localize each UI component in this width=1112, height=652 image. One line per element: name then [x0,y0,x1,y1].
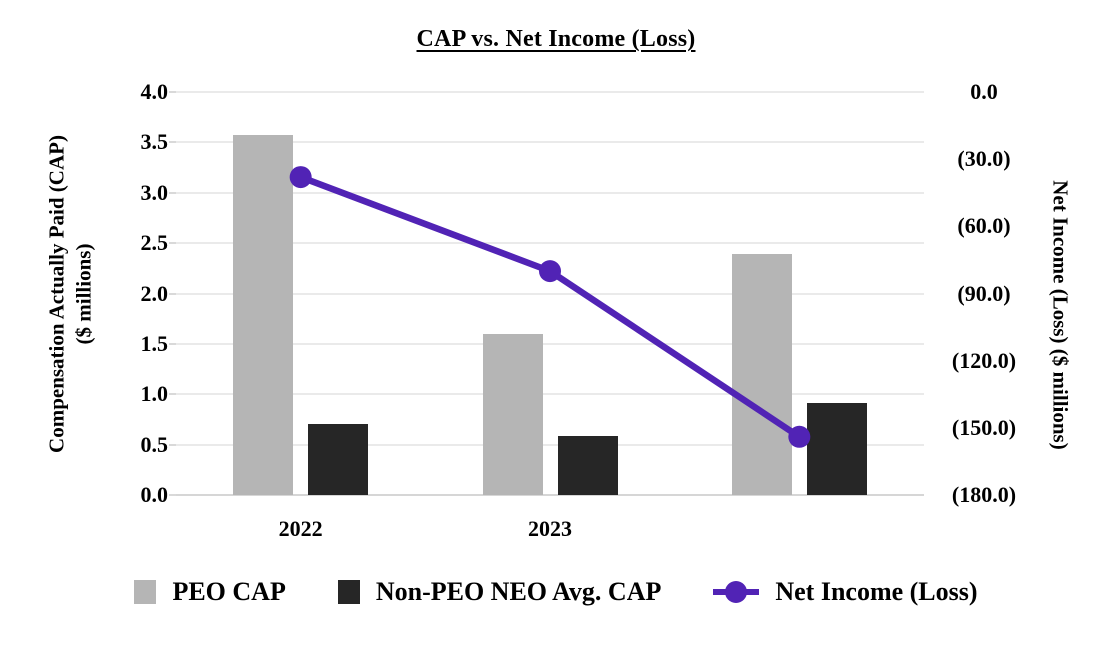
left-axis-tick-label: 4.0 [140,79,169,104]
right-axis-tick-label: 0.0 [970,79,998,104]
left-axis-tick-mark [169,443,176,446]
left-axis-tick-label: 0.5 [140,431,169,457]
x-axis-label: 2023 [528,516,572,541]
gridline [176,292,924,295]
left-axis-tick-label: 3.5 [140,129,169,155]
x-axis-line [176,494,924,496]
left-axis-tick-mark [169,292,176,295]
chart-title: CAP vs. Net Income (Loss) [0,26,1112,53]
left-axis-tick-label: 2.0 [140,280,169,306]
chart-title-text: CAP vs. Net Income (Loss) [416,26,696,52]
right-axis-tick-label: (30.0) [957,146,1011,172]
plot-area [176,91,924,496]
left-axis-tick-label: 3.0 [140,179,169,205]
left-axis-tick-label: 1.5 [140,330,169,356]
legend-item-net-income: Net Income (Loss) [713,577,978,607]
gridline [176,342,924,345]
left-axis-title-line1: Compensation Actually Paid (CAP) [44,135,69,453]
left-axis-tick-label: 2.5 [140,230,169,256]
x-axis-label: 2022 [278,516,323,541]
legend-label-net-income: Net Income (Loss) [775,577,978,606]
bar-peo-cap-group3 [731,254,792,495]
bar-non-peo-neo-avg-cap-group1 [308,424,369,495]
legend-item-peo-cap: PEO CAP [134,577,286,607]
bar-peo-cap-group1 [233,135,294,495]
right-axis-title: Net Income (Loss) ($ millions) [1048,180,1073,450]
right-axis-tick-label: (90.0) [957,280,1011,306]
gridline [176,141,924,144]
left-axis-tick-mark [169,141,176,144]
non-peo-neo-swatch-icon [337,580,360,604]
gridline [176,242,924,245]
left-axis-tick-label: 0.0 [140,482,169,507]
left-axis-tick-mark [169,242,176,245]
peo-cap-swatch-icon [134,580,157,604]
left-axis-tick-mark [169,393,176,396]
line-marker-icon [713,580,760,604]
left-axis-tick-mark [169,494,176,496]
right-axis-tick-label: (150.0) [951,414,1017,440]
bar-non-peo-neo-avg-cap-group2 [557,435,618,495]
right-axis-tick-label: (60.0) [957,213,1011,239]
bar-peo-cap-group2 [482,333,543,495]
left-axis-tick-mark [169,342,176,345]
net-income-marker [289,166,312,189]
gridline [176,443,924,446]
legend: PEO CAP Non-PEO NEO Avg. CAP Net Income … [0,570,1112,614]
legend-label-non-peo-neo: Non-PEO NEO Avg. CAP [375,577,662,606]
left-axis-tick-mark [169,191,176,194]
net-income-marker [788,425,811,448]
gridline [176,91,924,93]
right-axis-tick-label: (180.0) [951,482,1017,507]
legend-line-dot [725,581,748,603]
left-axis-tick-label: 1.0 [140,381,169,407]
gridline [176,393,924,396]
right-axis-tick-label: (120.0) [951,347,1017,373]
bar-non-peo-neo-avg-cap-group3 [806,403,867,495]
net-income-line [299,174,802,440]
net-income-line-layer [289,166,811,448]
left-axis-tick-mark [169,91,176,93]
legend-item-non-peo-neo-avg-cap: Non-PEO NEO Avg. CAP [337,577,662,607]
net-income-marker [539,260,561,283]
gridline [176,191,924,194]
legend-label-peo-cap: PEO CAP [172,577,286,606]
